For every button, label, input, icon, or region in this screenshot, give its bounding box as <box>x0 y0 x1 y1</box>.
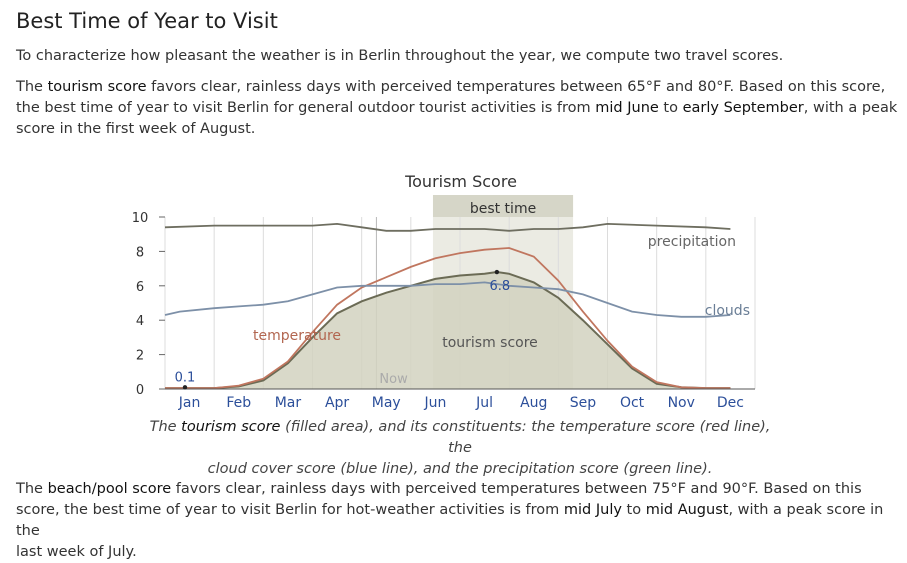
tourism-text-3: to <box>658 100 683 116</box>
y-tick-label: 4 <box>136 314 144 329</box>
beach-score-term: beach/pool score <box>47 481 172 497</box>
peak-point <box>494 269 500 275</box>
beach-end-date: mid August <box>645 502 729 518</box>
tourism-text-1: The <box>16 79 48 95</box>
month-label-nov: Nov <box>668 395 695 411</box>
peak-label: 6.8 <box>490 279 511 294</box>
y-tick-label: 2 <box>136 349 144 364</box>
tourism-text-4: , with a peak score in the first week of… <box>16 100 898 137</box>
caption-text-3: cloud cover score (blue line), and the p… <box>207 461 713 477</box>
beach-text-4: , with a peak score in the <box>16 502 884 539</box>
month-label-oct: Oct <box>620 395 645 411</box>
month-label-jun: Jun <box>423 395 446 411</box>
min-label: 0.1 <box>175 370 196 385</box>
month-label-dec: Dec <box>717 395 744 411</box>
caption-text-1: The <box>149 419 182 435</box>
month-label-feb: Feb <box>226 395 251 411</box>
best-time-header <box>432 195 574 217</box>
best-time-label: best time <box>470 201 536 217</box>
tourism-start-date: mid June <box>595 100 659 116</box>
series-line-clouds <box>164 281 731 318</box>
beach-text-3: to <box>621 502 646 518</box>
temperature-label: temperature <box>253 328 341 344</box>
beach-text-1: The <box>16 481 48 497</box>
tourism-score-term: tourism score <box>47 79 147 95</box>
beach-start-date: mid July <box>563 502 622 518</box>
series-lines <box>164 222 731 390</box>
intro-text: To characterize how pleasant the weather… <box>16 48 784 64</box>
chart-labels: Tourism Score Now precipitation clouds tempe… <box>175 172 750 390</box>
tourism-score-chart: best time 0 2 4 6 8 10 Jan Feb Mar Apr May Jun Jul Au… <box>132 172 756 411</box>
month-label-jul: Jul <box>475 395 493 411</box>
month-label-aug: Aug <box>520 395 547 411</box>
now-label: Now <box>379 372 408 387</box>
chart-caption: The tourism score (filled area), and its… <box>140 417 780 480</box>
tourism-paragraph: The tourism score favors clear, rainless… <box>16 77 904 140</box>
intro-paragraph: To characterize how pleasant the weather… <box>16 46 896 67</box>
beach-text-5: last week of July. <box>16 544 137 560</box>
y-tick-label: 10 <box>132 211 149 226</box>
y-tick-label: 6 <box>136 280 144 295</box>
month-label-sep: Sep <box>570 395 597 411</box>
tourism-end-date: early September <box>682 100 804 116</box>
series-line-temperature <box>165 247 731 389</box>
month-label-may: May <box>372 395 401 411</box>
y-tick-label: 8 <box>136 245 144 260</box>
beach-paragraph: The beach/pool score favors clear, rainl… <box>16 479 904 563</box>
series-line-precipitation <box>164 222 731 232</box>
clouds-label: clouds <box>705 303 750 319</box>
y-tick-label: 0 <box>136 383 144 398</box>
precipitation-label: precipitation <box>648 234 736 250</box>
month-label-apr: Apr <box>325 395 349 411</box>
month-label-jan: Jan <box>178 395 201 411</box>
min-point <box>182 385 188 390</box>
chart-title: Tourism Score <box>404 172 517 191</box>
axes: 0 2 4 6 8 10 Jan Feb Mar Apr May Jun Jul Aug Sep Oct Nov… <box>132 211 755 411</box>
series-line-tourism-score <box>165 270 731 390</box>
caption-text-2: (filled area), and its constituents: the… <box>280 419 771 456</box>
tourism-text-2: favors clear, rainless days with perceiv… <box>16 79 886 116</box>
tourism-score-label: tourism score <box>442 335 538 351</box>
tourism-area-group <box>165 272 731 389</box>
page-title: Best Time of Year to Visit <box>16 9 278 33</box>
caption-term: tourism score <box>181 419 281 435</box>
tourism-score-area <box>165 272 731 389</box>
beach-text-2: favors clear, rainless days with perceiv… <box>16 481 862 518</box>
month-label-mar: Mar <box>275 395 302 411</box>
